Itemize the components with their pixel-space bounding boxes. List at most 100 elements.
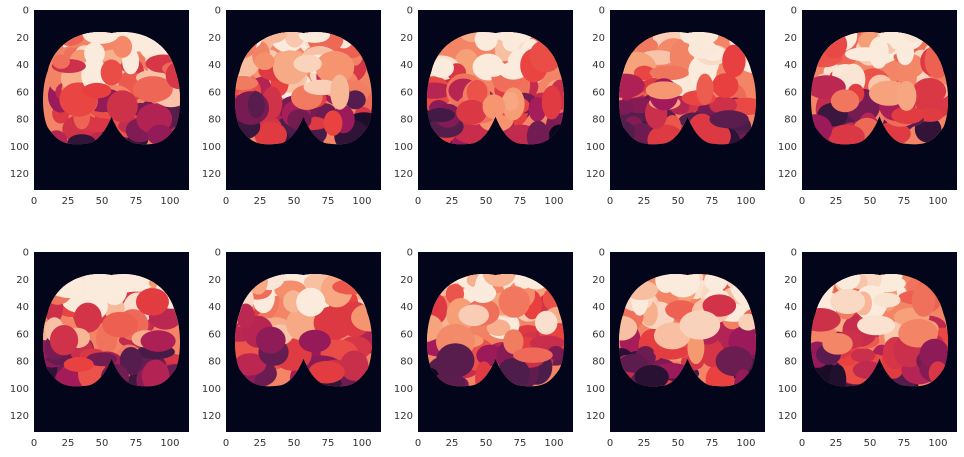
y-tick-label: 40: [16, 302, 29, 313]
x-tick-label: 25: [446, 196, 459, 207]
y-tick-label: 100: [586, 142, 605, 153]
heatmap-panel-8: 0 25 50 75 100 0 20 40 60 80 100 120: [394, 248, 573, 449]
parcel: [284, 32, 306, 48]
parcel: [634, 364, 669, 387]
x-tick-label: 25: [830, 438, 843, 449]
parcel: [436, 343, 475, 378]
y-tick-label: 120: [778, 411, 797, 422]
x-tick-label: 100: [736, 196, 755, 207]
x-tick-label: 100: [736, 438, 755, 449]
parcel: [132, 76, 173, 103]
parcel: [234, 75, 259, 91]
parcel: [828, 124, 865, 145]
x-tick-label: 75: [322, 438, 335, 449]
parcel: [426, 82, 453, 99]
x-tick-label: 100: [160, 196, 179, 207]
x-tick-label: 25: [446, 438, 459, 449]
x-tick-label: 75: [898, 438, 911, 449]
parcel: [912, 77, 947, 105]
y-tick-label: 20: [592, 33, 605, 44]
x-tick-label: 100: [544, 438, 563, 449]
parcel: [296, 287, 326, 317]
y-tick-label: 80: [784, 115, 797, 126]
x-tick-label: 25: [62, 196, 75, 207]
parcel: [86, 352, 118, 367]
y-tick-label: 120: [10, 169, 29, 180]
x-tick-label: 100: [352, 196, 371, 207]
parcel: [896, 80, 917, 111]
y-tick-label: 120: [778, 169, 797, 180]
parcel: [503, 329, 524, 354]
y-tick-label: 60: [784, 329, 797, 340]
y-tick-label: 80: [16, 115, 29, 126]
parcel: [528, 96, 547, 122]
x-tick-label: 25: [830, 196, 843, 207]
x-tick-label: 50: [480, 196, 493, 207]
x-tick-label: 75: [514, 196, 527, 207]
y-tick-label: 80: [16, 357, 29, 368]
parcel: [102, 311, 138, 338]
parcel: [254, 52, 275, 71]
parcel: [885, 274, 903, 283]
y-tick-label: 60: [400, 87, 413, 98]
x-tick-label: 0: [799, 196, 805, 207]
parcel: [534, 310, 558, 335]
y-tick-label: 120: [202, 411, 221, 422]
y-tick-label: 40: [208, 60, 221, 71]
y-tick-label: 20: [16, 275, 29, 286]
y-tick-label: 80: [400, 115, 413, 126]
x-tick-label: 0: [607, 438, 613, 449]
parcel: [135, 288, 169, 316]
x-tick-label: 100: [352, 438, 371, 449]
y-tick-label: 0: [215, 6, 221, 17]
y-tick-label: 0: [407, 6, 413, 17]
x-tick-label: 75: [706, 196, 719, 207]
heatmap-panel-2: 0 25 50 75 100 0 20 40 60 80 100 120: [202, 6, 381, 207]
parcel: [469, 283, 497, 303]
x-tick-label: 50: [96, 438, 109, 449]
y-tick-label: 60: [400, 329, 413, 340]
parcel: [430, 373, 466, 387]
parcel: [645, 81, 683, 100]
x-tick-label: 25: [62, 438, 75, 449]
parcel: [494, 32, 535, 44]
y-tick-label: 20: [208, 33, 221, 44]
parcel: [63, 357, 94, 372]
parcel: [706, 123, 731, 145]
y-tick-label: 0: [791, 248, 797, 259]
y-tick-label: 60: [208, 329, 221, 340]
parcel: [618, 100, 634, 115]
parcel: [340, 350, 369, 381]
y-tick-label: 120: [202, 169, 221, 180]
x-tick-label: 25: [638, 196, 651, 207]
parcel: [665, 274, 701, 298]
heatmap-panel-10: 0 25 50 75 100 0 20 40 60 80 100 120: [778, 248, 957, 449]
y-tick-label: 20: [16, 33, 29, 44]
y-tick-label: 0: [791, 6, 797, 17]
y-tick-label: 0: [599, 248, 605, 259]
y-tick-label: 100: [586, 384, 605, 395]
y-tick-label: 0: [215, 248, 221, 259]
parcel: [429, 58, 454, 78]
heatmap-panel-3: 0 25 50 75 100 0 20 40 60 80 100 120: [394, 6, 573, 207]
parcel: [649, 65, 689, 81]
heatmap-panel-4: 0 25 50 75 100 0 20 40 60 80 100 120: [586, 6, 765, 207]
parcel: [67, 134, 97, 145]
y-tick-label: 120: [10, 411, 29, 422]
x-tick-label: 100: [160, 438, 179, 449]
y-tick-label: 40: [400, 302, 413, 313]
parcel: [822, 333, 853, 355]
parcel: [101, 274, 128, 306]
y-tick-label: 40: [400, 60, 413, 71]
x-tick-label: 75: [130, 438, 143, 449]
parcel: [298, 32, 331, 43]
x-tick-label: 25: [254, 196, 267, 207]
parcel: [474, 32, 498, 52]
y-tick-label: 20: [784, 33, 797, 44]
parcel: [647, 124, 685, 145]
x-tick-label: 25: [254, 438, 267, 449]
parcel: [919, 338, 949, 370]
y-tick-label: 20: [592, 275, 605, 286]
y-tick-label: 20: [400, 33, 413, 44]
